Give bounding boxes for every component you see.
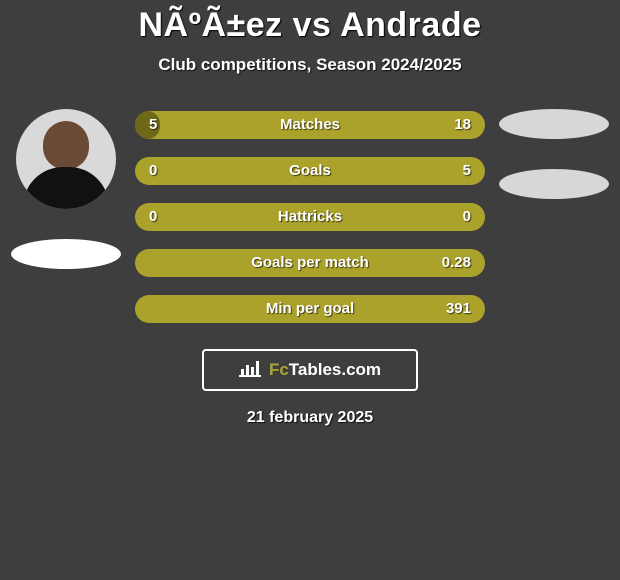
comparison-row: 5Matches180Goals50Hattricks0Goals per ma…	[0, 107, 620, 323]
stat-right-value: 0.28	[442, 249, 471, 277]
subtitle: Club competitions, Season 2024/2025	[0, 55, 620, 75]
stat-right-value: 0	[463, 203, 471, 231]
page-title: NÃºÃ±ez vs Andrade	[0, 6, 620, 45]
footer-logo[interactable]: FcTables.com	[202, 349, 418, 391]
stat-label: Matches	[135, 111, 485, 139]
right-name-plate-2	[499, 169, 609, 199]
left-avatar	[16, 109, 116, 209]
stat-bar: Goals per match0.28	[135, 249, 485, 277]
stat-right-value: 18	[454, 111, 471, 139]
stat-bar: 5Matches18	[135, 111, 485, 139]
right-name-plate-1	[499, 109, 609, 139]
stats-column: 5Matches180Goals50Hattricks0Goals per ma…	[135, 107, 485, 323]
stat-bar: 0Hattricks0	[135, 203, 485, 231]
left-player-col	[11, 107, 121, 269]
stat-label: Goals	[135, 157, 485, 185]
stat-right-value: 391	[446, 295, 471, 323]
comparison-card: NÃºÃ±ez vs Andrade Club competitions, Se…	[0, 0, 620, 427]
date-line: 21 february 2025	[0, 409, 620, 427]
stat-right-value: 5	[463, 157, 471, 185]
stat-label: Hattricks	[135, 203, 485, 231]
left-name-plate	[11, 239, 121, 269]
stat-bar: Min per goal391	[135, 295, 485, 323]
stat-bar: 0Goals5	[135, 157, 485, 185]
stat-label: Goals per match	[135, 249, 485, 277]
logo-text: FcTables.com	[269, 360, 381, 380]
stat-label: Min per goal	[135, 295, 485, 323]
chart-icon	[239, 359, 261, 382]
right-player-col	[499, 107, 609, 199]
